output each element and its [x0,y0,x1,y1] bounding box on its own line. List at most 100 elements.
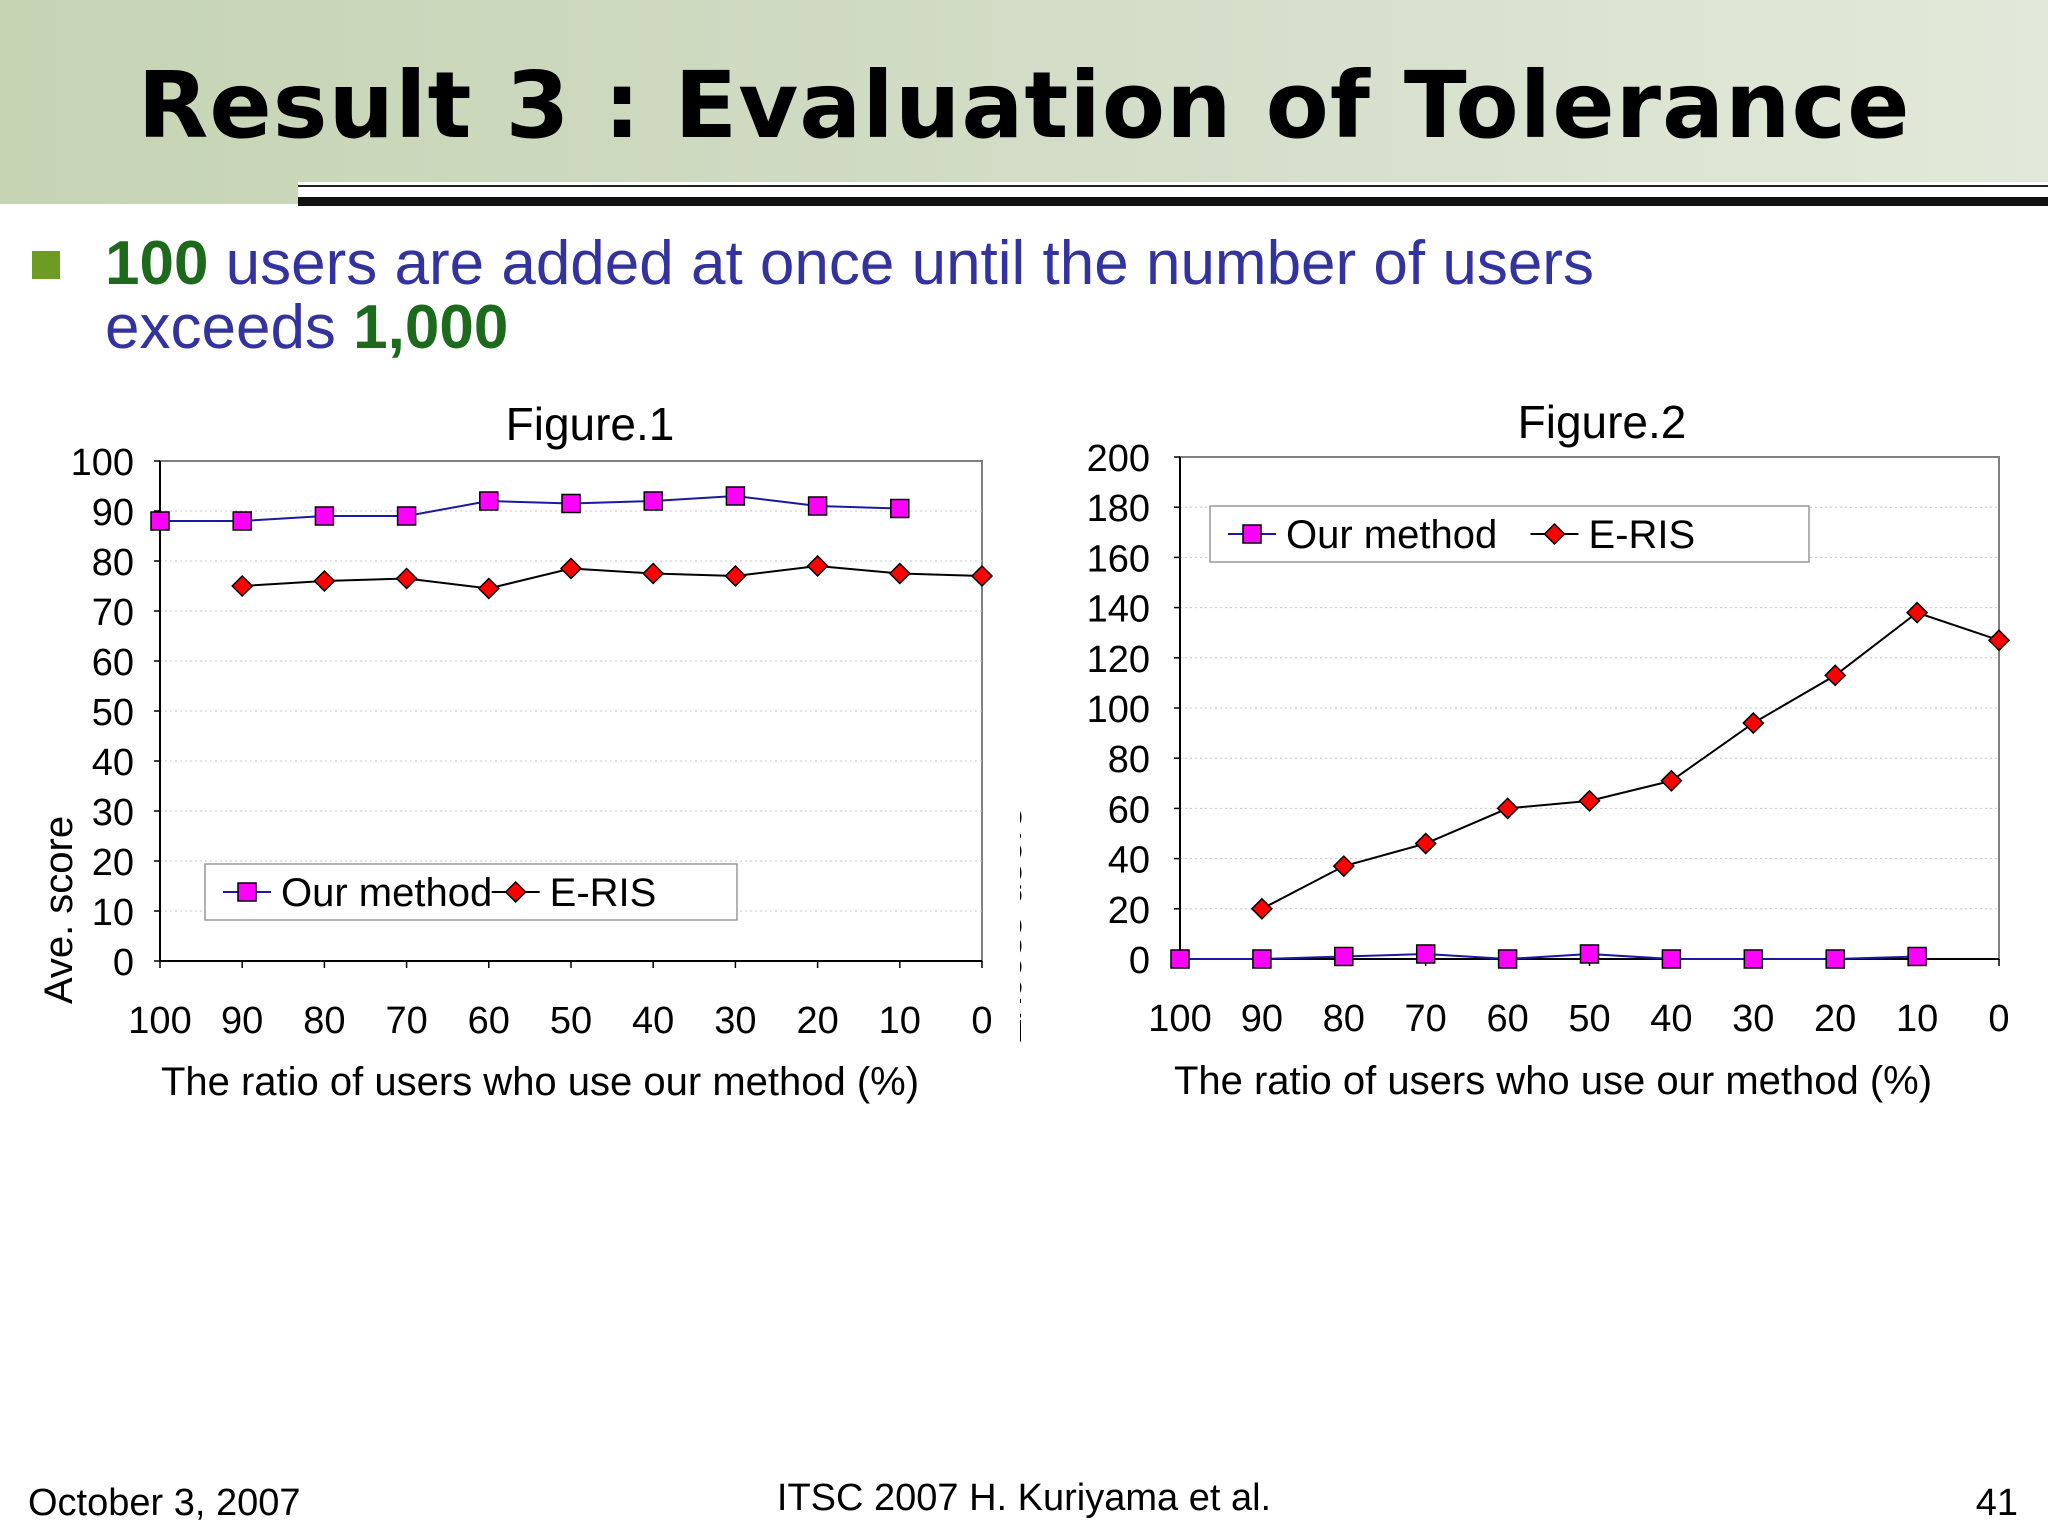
data-point-our-method [1661,949,1682,969]
data-point-e-ris [970,564,994,588]
y-tick-label: 50 [92,692,134,734]
data-point-our-method [1743,949,1764,969]
data-point-our-method [1252,949,1272,969]
y-tick-label: 0 [113,942,134,984]
x-tick-label: 100 [128,1000,191,1042]
y-tick-label: 120 [1087,639,1150,681]
legend-marker [504,880,527,904]
data-point-our-method [1497,949,1518,969]
data-point-our-method [396,506,417,526]
bullet-number-100: 100 [105,229,209,298]
data-point-e-ris [1742,711,1765,735]
header-rule-thin [298,185,2048,187]
series-line-e-ris [242,564,983,590]
data-point-e-ris [559,557,583,580]
data-point-our-method [314,506,335,526]
data-point-our-method [232,511,252,531]
footer-page-number: 41 [1975,1482,2018,1524]
x-tick-label: 20 [1814,998,1856,1040]
y-tick-label: 100 [71,442,134,484]
y-tick-label: 80 [1108,739,1150,781]
data-point-our-method [479,491,499,511]
x-tick-label: 80 [303,1000,345,1042]
data-point-e-ris [1906,601,1929,624]
x-tick-label: 50 [1568,998,1610,1040]
data-point-our-method [890,498,910,519]
x-tick-label: 10 [1896,998,1938,1040]
data-point-our-method [1825,949,1845,969]
data-point-our-method [1334,946,1354,967]
legend-box [204,863,738,921]
y-tick-label: 90 [92,492,134,534]
bullet-text-line1: users are added at once until the number… [208,229,1594,298]
data-point-e-ris [806,554,829,578]
series-line-our-method [1180,952,1918,961]
y-tick-label: 40 [1108,840,1150,882]
header-band [0,0,2048,204]
bullet-text-line2: exceeds [105,293,354,362]
x-tick-label: 90 [221,1000,263,1042]
y-axis-label: Excess users [1020,807,1030,1045]
x-axis-label: The ratio of users who use our method (%… [1174,1059,1932,1103]
x-tick-label: 0 [971,1000,992,1042]
data-point-e-ris [231,574,254,598]
y-tick-label: 20 [1108,890,1150,932]
x-tick-label: 90 [1241,998,1283,1040]
data-point-our-method [643,491,663,511]
data-point-our-method [1170,949,1190,969]
x-tick-label: 0 [1988,998,2009,1040]
data-point-e-ris [1250,897,1273,920]
x-tick-label: 70 [385,1000,427,1042]
y-tick-label: 0 [1129,940,1150,982]
bullet-square-icon [32,251,60,279]
data-point-e-ris [1414,832,1437,855]
y-tick-label: 180 [1087,488,1150,530]
bullet-number-1000: 1,000 [353,293,509,362]
data-point-e-ris [1578,789,1601,812]
series-line-our-method [160,494,900,522]
legend-marker [237,882,257,902]
y-tick-label: 80 [92,542,134,584]
x-tick-label: 80 [1323,998,1365,1040]
legend-label: E-RIS [550,871,657,915]
x-tick-label: 70 [1405,998,1447,1040]
data-point-e-ris [642,562,665,585]
data-point-e-ris [1332,855,1355,878]
chart-title: Figure.1 [506,398,675,450]
y-tick-label: 20 [92,842,134,884]
legend-marker [1242,524,1262,544]
y-tick-label: 30 [92,792,134,834]
data-point-e-ris [395,567,418,590]
footer-date: October 3, 2007 [28,1482,301,1524]
data-point-our-method [1907,946,1927,967]
data-point-e-ris [313,569,336,593]
data-point-e-ris [888,562,911,585]
data-point-our-method [725,486,746,506]
data-point-e-ris [1496,797,1519,820]
x-axis-label: The ratio of users who use our method (%… [161,1060,919,1104]
y-tick-label: 60 [1108,789,1150,831]
chart-title: Figure.2 [1518,396,1687,448]
x-tick-label: 40 [632,1000,674,1042]
legend-label: Our method [1286,513,1497,557]
x-tick-label: 60 [1486,998,1528,1040]
y-tick-label: 160 [1087,538,1150,580]
data-point-e-ris [1824,664,1847,687]
data-point-e-ris [724,564,747,588]
legend-marker [1543,522,1566,546]
y-tick-label: 60 [92,642,134,684]
data-point-e-ris [1987,629,2011,652]
x-tick-label: 50 [550,1000,592,1042]
x-tick-label: 30 [1732,998,1774,1040]
y-tick-label: 10 [92,892,134,934]
y-tick-label: 40 [92,742,134,784]
x-tick-label: 100 [1148,998,1211,1040]
x-tick-label: 20 [796,1000,838,1042]
x-tick-label: 60 [468,1000,510,1042]
y-axis-label: Ave. score [37,816,81,1004]
x-tick-label: 30 [714,1000,756,1042]
legend-label: E-RIS [1588,513,1695,557]
data-point-our-method [1579,944,1600,964]
